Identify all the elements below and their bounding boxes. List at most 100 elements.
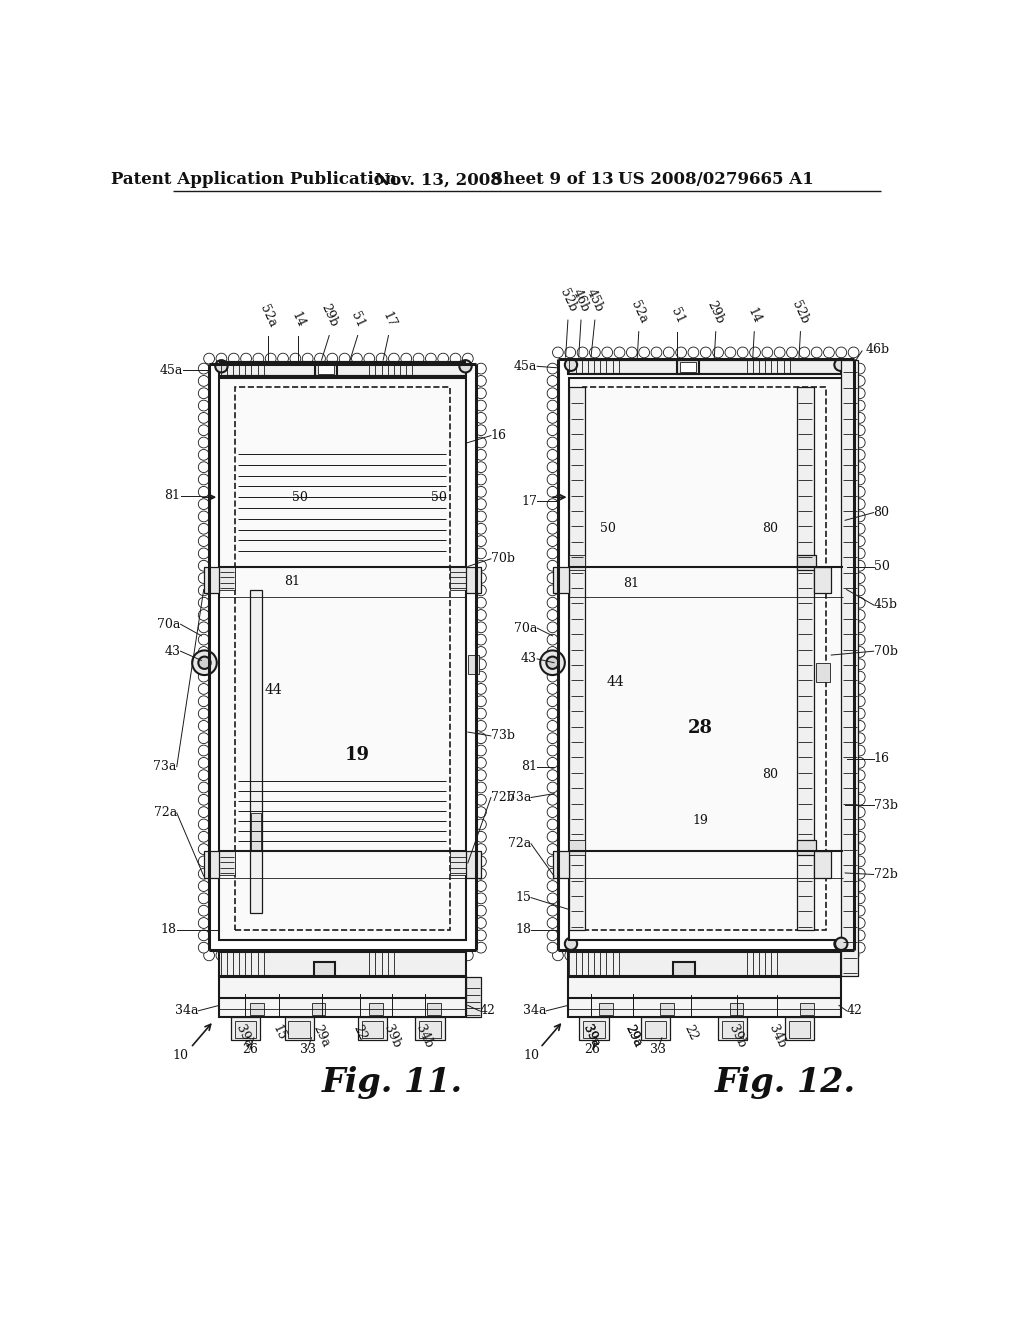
Text: 45b: 45b bbox=[584, 286, 606, 314]
Circle shape bbox=[688, 347, 698, 358]
Text: 15: 15 bbox=[270, 1023, 289, 1043]
Circle shape bbox=[547, 610, 558, 620]
Bar bbox=[219, 977, 466, 1016]
Circle shape bbox=[547, 942, 558, 953]
Circle shape bbox=[475, 635, 486, 645]
Circle shape bbox=[463, 950, 473, 961]
Text: 73b: 73b bbox=[490, 730, 515, 742]
Bar bbox=[234, 387, 451, 929]
Circle shape bbox=[475, 832, 486, 842]
Circle shape bbox=[199, 400, 209, 411]
Text: 18: 18 bbox=[515, 924, 531, 936]
Circle shape bbox=[199, 376, 209, 387]
Circle shape bbox=[204, 950, 214, 961]
Circle shape bbox=[199, 696, 209, 706]
Bar bbox=[584, 387, 826, 929]
Circle shape bbox=[199, 818, 209, 830]
Circle shape bbox=[475, 462, 486, 473]
Text: 72b: 72b bbox=[490, 791, 515, 804]
Bar bbox=[289, 1020, 310, 1038]
Text: 46b: 46b bbox=[570, 286, 592, 314]
Circle shape bbox=[590, 347, 600, 358]
Circle shape bbox=[425, 950, 436, 961]
Circle shape bbox=[199, 499, 209, 510]
Circle shape bbox=[290, 354, 301, 364]
Circle shape bbox=[199, 585, 209, 595]
Circle shape bbox=[475, 807, 486, 817]
Bar bbox=[801, 1003, 814, 1015]
Circle shape bbox=[215, 360, 227, 372]
Bar bbox=[722, 1020, 743, 1038]
Circle shape bbox=[854, 573, 865, 583]
Circle shape bbox=[204, 354, 214, 364]
Circle shape bbox=[854, 400, 865, 411]
Text: 81: 81 bbox=[623, 577, 639, 590]
Circle shape bbox=[547, 733, 558, 743]
Circle shape bbox=[463, 354, 473, 364]
Bar bbox=[466, 851, 481, 878]
Circle shape bbox=[199, 450, 209, 461]
Circle shape bbox=[848, 950, 859, 961]
Text: 15: 15 bbox=[515, 891, 531, 904]
Text: 22: 22 bbox=[682, 1023, 700, 1043]
Text: 81: 81 bbox=[165, 490, 180, 502]
Circle shape bbox=[835, 937, 847, 950]
Circle shape bbox=[302, 354, 313, 364]
Circle shape bbox=[799, 347, 810, 358]
Circle shape bbox=[199, 917, 209, 928]
Bar bbox=[674, 962, 695, 977]
Circle shape bbox=[578, 950, 588, 961]
Circle shape bbox=[339, 354, 350, 364]
Text: 33: 33 bbox=[650, 1043, 666, 1056]
Circle shape bbox=[475, 892, 486, 904]
Circle shape bbox=[602, 347, 612, 358]
Circle shape bbox=[400, 950, 412, 961]
Circle shape bbox=[327, 950, 338, 961]
Bar bbox=[250, 1003, 264, 1015]
Circle shape bbox=[400, 354, 412, 364]
Text: 73b: 73b bbox=[873, 799, 898, 812]
Circle shape bbox=[700, 950, 711, 961]
Circle shape bbox=[475, 843, 486, 854]
Circle shape bbox=[475, 437, 486, 447]
Circle shape bbox=[199, 536, 209, 546]
Bar bbox=[234, 1020, 256, 1038]
Circle shape bbox=[199, 770, 209, 780]
Circle shape bbox=[547, 843, 558, 854]
Circle shape bbox=[547, 597, 558, 609]
Circle shape bbox=[627, 347, 637, 358]
Text: 39b: 39b bbox=[381, 1023, 403, 1051]
Bar bbox=[568, 977, 842, 1016]
Circle shape bbox=[216, 354, 226, 364]
Text: 51: 51 bbox=[668, 306, 686, 326]
Circle shape bbox=[547, 536, 558, 546]
Circle shape bbox=[553, 347, 563, 358]
Circle shape bbox=[854, 622, 865, 632]
Circle shape bbox=[199, 795, 209, 805]
Circle shape bbox=[547, 659, 558, 669]
Circle shape bbox=[836, 937, 848, 950]
Circle shape bbox=[199, 635, 209, 645]
Circle shape bbox=[199, 781, 209, 793]
Circle shape bbox=[651, 950, 662, 961]
Circle shape bbox=[199, 425, 209, 436]
Bar bbox=[318, 363, 334, 374]
Circle shape bbox=[725, 347, 736, 358]
Circle shape bbox=[388, 950, 399, 961]
Circle shape bbox=[199, 672, 209, 682]
Circle shape bbox=[460, 360, 472, 372]
Circle shape bbox=[713, 347, 724, 358]
Text: 52b: 52b bbox=[557, 286, 579, 314]
Text: Nov. 13, 2008: Nov. 13, 2008 bbox=[375, 172, 502, 189]
Bar bbox=[580, 1016, 608, 1040]
Circle shape bbox=[199, 388, 209, 399]
Circle shape bbox=[553, 950, 563, 961]
Text: 39a: 39a bbox=[581, 1023, 602, 1049]
Text: 34a: 34a bbox=[523, 1005, 547, 1018]
Text: 45a: 45a bbox=[514, 360, 538, 372]
Circle shape bbox=[854, 929, 865, 941]
Circle shape bbox=[547, 857, 558, 867]
Circle shape bbox=[413, 354, 424, 364]
Text: 52b: 52b bbox=[790, 298, 811, 326]
Text: US 2008/0279665 A1: US 2008/0279665 A1 bbox=[617, 172, 814, 189]
